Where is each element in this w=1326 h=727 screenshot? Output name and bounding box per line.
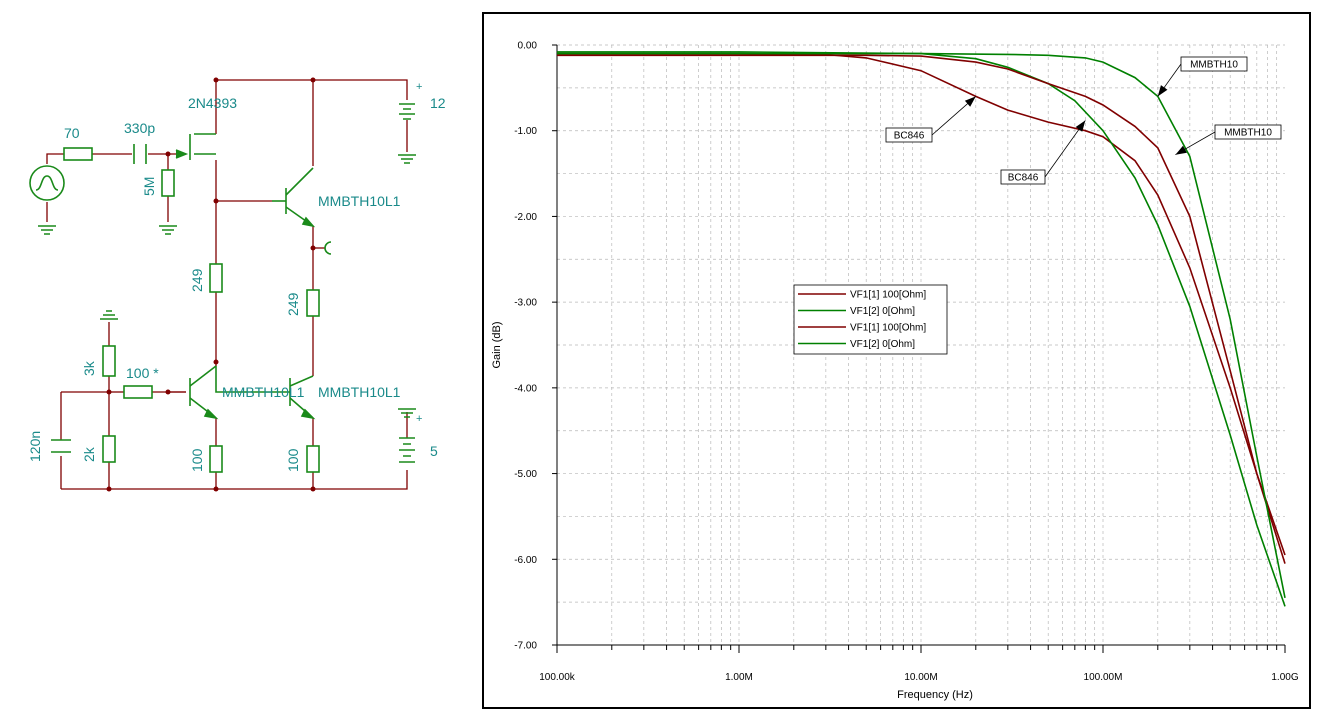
label-249-left: 249 [189,268,205,292]
legend-entry: VF1[2] 0[Ohm] [850,306,915,317]
label-100-star: 100 * [126,365,159,381]
label-mmbth10l1-follower: MMBTH10L1 [318,193,401,209]
label-5: 5 [430,443,438,459]
annotation-label: BC846 [894,131,925,142]
label-3k: 3k [81,360,97,376]
label-mmbth10l1-bottom-right: MMBTH10L1 [318,384,401,400]
annotation-box [1180,56,1248,72]
label-plus-5: + [416,413,422,425]
series-line-1 [557,52,1286,556]
components [29,103,416,473]
label-70: 70 [64,125,80,141]
annotation-box [1000,169,1046,185]
legend-entry: VF1[1] 100[Ohm] [850,323,926,334]
annotation-leader [1044,120,1086,178]
y-tick-label: -2.00 [514,212,537,223]
label-12: 12 [430,95,446,111]
gain-chart: 0.00 -1.00 -2.00 -3.00 -4.00 -5.00 -6.00 -7.00 1… [491,41,1299,702]
series-line-4 [557,52,1286,599]
annotation-box [885,127,933,143]
label-5m: 5M [141,177,157,196]
gain-plot-panel: 0.00 -1.00 -2.00 -3.00 -4.00 -5.00 -6.00 -7.00 1… [482,12,1311,709]
axes: 0.00 -1.00 -2.00 -3.00 -4.00 -5.00 -6.00 -7.00 1… [514,41,1299,684]
label-mmbth10l1-bottom-left: MMBTH10L1 [222,384,305,400]
y-tick-label: -7.00 [514,641,537,652]
annotation-arrowhead [1075,120,1086,132]
label-249-right: 249 [285,292,301,316]
series-line-3 [557,54,1286,564]
annotation-arrowhead [1175,145,1187,155]
x-tick-label: 10.00M [904,672,937,683]
y-tick-label: -4.00 [514,383,537,394]
legend: VF1[1] 100[Ohm] VF1[2] 0[Ohm] VF1[1] 100[O… [793,284,948,355]
x-tick-label: 1.00M [725,672,753,683]
label-330p: 330p [124,120,155,136]
label-plus-12: + [416,81,422,93]
annotation-label: MMBTH10 [1224,128,1272,139]
y-axis-title: Gain (dB) [491,321,503,368]
annotation-label: BC846 [1008,173,1039,184]
wires [46,79,408,490]
junction-dots [106,77,316,492]
label-2n4393: 2N4393 [188,95,237,111]
legend-box [793,284,948,355]
label-120n: 120n [27,431,43,462]
legend-entry: VF1[2] 0[Ohm] [850,339,915,350]
x-axis-title: Frequency (Hz) [897,689,973,701]
x-tick-label: 100.00M [1084,672,1123,683]
x-tick-label: 100.00k [539,672,576,683]
annotations: BC846 BC846 MMBTH10 MMBTH10 [885,56,1282,185]
series-lines [557,51,1286,607]
label-2k: 2k [81,446,97,462]
y-tick-label: -5.00 [514,469,537,480]
component-labels: 70 330p 5M 2N4393 12 + MMBTH10L1 249 249… [27,81,446,472]
y-tick-label: -3.00 [514,298,537,309]
y-tick-label: -1.00 [514,126,537,137]
grid [556,44,1285,646]
annotation-box [1214,124,1282,140]
label-100-left: 100 [189,448,205,472]
y-tick-label: -6.00 [514,555,537,566]
annotation-label: MMBTH10 [1190,60,1238,71]
annotation-arrowhead [964,96,976,107]
label-100-right: 100 [285,448,301,472]
annotation-arrowhead [1157,85,1168,97]
legend-entry: VF1[1] 100[Ohm] [850,290,926,301]
x-tick-label: 1.00G [1271,672,1298,683]
circuit-schematic: 70 330p 5M 2N4393 12 + MMBTH10L1 249 249… [27,77,446,492]
y-tick-label: 0.00 [518,41,538,52]
